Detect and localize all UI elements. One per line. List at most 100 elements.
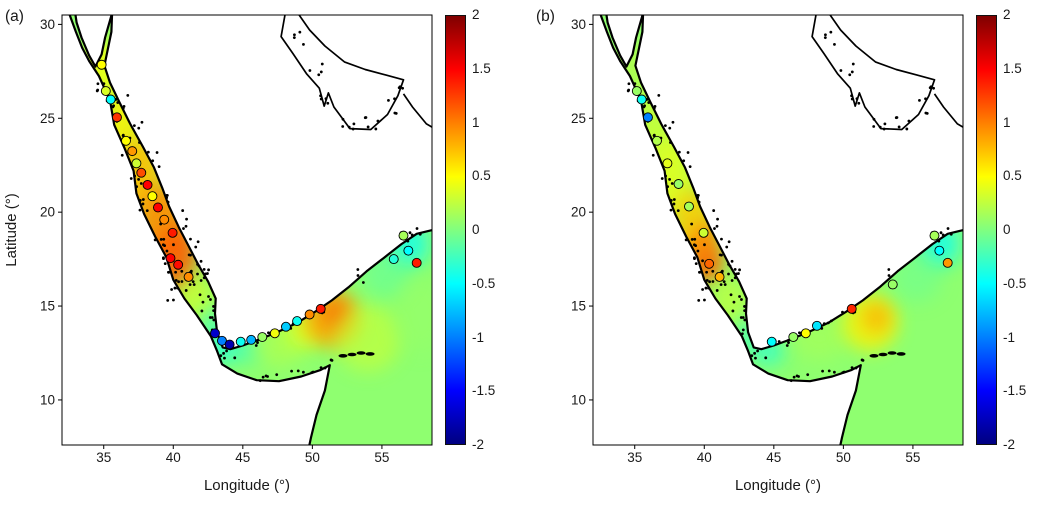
coastal-dot	[320, 62, 324, 66]
coastal-dot	[191, 280, 195, 284]
coastal-dot	[120, 153, 124, 157]
colorbar-tick-label: 0.5	[1003, 168, 1022, 184]
station-marker	[269, 328, 280, 339]
station-marker	[411, 257, 422, 268]
coastal-dot	[750, 354, 754, 358]
station-marker	[934, 245, 945, 256]
x-tick-label: 35	[627, 450, 642, 465]
panel-a: (a) 35 40 45 50 55 10 15 20 25 30 Longitude (°) L…	[3, 7, 496, 494]
station-marker	[811, 320, 822, 331]
colorbar-tick-label: -1.5	[1003, 383, 1027, 399]
island-mark	[896, 352, 906, 356]
coastal-dot	[341, 117, 345, 121]
plot-frame	[592, 14, 964, 446]
coastal-dot	[753, 351, 756, 355]
coastal-dot	[102, 82, 106, 86]
station-marker	[105, 94, 116, 105]
coastal-dot	[212, 305, 215, 308]
coastal-dot	[633, 82, 637, 86]
station-marker	[235, 336, 246, 347]
colorbar-tick-label: -0.5	[472, 275, 496, 291]
coastal-dot	[730, 259, 734, 263]
coastal-dot	[850, 366, 854, 370]
axes-layer-a: 35 40 45 50 55 10 15 20 25 30	[40, 14, 433, 465]
coastal-dot	[323, 366, 327, 370]
x-tick-label: 45	[235, 450, 250, 465]
y-tick-label: 15	[40, 299, 55, 314]
coastal-dot	[733, 276, 737, 280]
x-tick-label: 50	[836, 450, 851, 465]
coastal-dot	[669, 198, 673, 202]
colorbar-tick-label: 2	[1003, 7, 1011, 22]
coastal-dot	[715, 289, 719, 292]
coastal-dot	[720, 237, 723, 241]
coastal-dot	[627, 82, 631, 86]
coastal-dot	[137, 177, 140, 181]
coastal-dot	[185, 217, 188, 221]
coastal-dot	[302, 42, 305, 46]
coastal-dot	[626, 89, 630, 93]
station-marker	[142, 179, 153, 190]
coastal-dot	[292, 36, 296, 40]
coastal-dot	[823, 36, 827, 40]
coastal-dot	[196, 272, 199, 276]
coastal-dot	[166, 299, 170, 302]
coastal-dot	[374, 127, 378, 131]
coastal-dot	[851, 62, 855, 66]
coastal-dot	[189, 269, 193, 273]
y-axis-label-a: Latitude (°)	[3, 193, 20, 267]
coastal-dot	[704, 286, 708, 290]
coastal-dot	[200, 309, 204, 313]
x-axis-label-a: Longitude (°)	[204, 477, 290, 494]
coastal-dot	[741, 316, 745, 319]
station-marker	[127, 146, 138, 157]
coastal-dot	[785, 344, 789, 347]
colorbar-tick-label: 0.5	[472, 168, 491, 184]
coastal-dot	[821, 369, 824, 373]
coastal-dot	[165, 193, 169, 197]
coastal-dot	[140, 120, 144, 124]
sea-field-base	[69, 15, 432, 445]
station-marker	[652, 135, 662, 146]
coastal-dot	[643, 104, 646, 108]
coastal-dot	[352, 122, 356, 126]
coastal-dot	[196, 240, 200, 244]
coastal-dot	[139, 182, 143, 185]
coastal-dot	[907, 119, 911, 123]
coastal-dot	[723, 283, 727, 286]
coastline-north	[605, 15, 963, 351]
coastal-dot	[146, 150, 150, 154]
station-marker	[662, 158, 673, 169]
coastal-dot	[826, 321, 830, 325]
coastal-dot	[720, 269, 724, 273]
coastal-dot	[301, 370, 305, 374]
coastal-dot	[138, 198, 142, 202]
coastal-dot	[727, 240, 731, 244]
colorbar-tick-label: 1.5	[1003, 60, 1022, 76]
coastal-dot	[684, 238, 688, 242]
coastal-dot	[738, 295, 741, 298]
colorbar-tick-label: -1	[1003, 329, 1016, 345]
coastal-dot	[787, 341, 790, 345]
coastal-dot	[223, 356, 226, 360]
coastal-dot	[199, 279, 203, 282]
coastal-dot	[394, 111, 398, 115]
map-layer-b	[599, 15, 963, 445]
coastal-dot	[256, 341, 259, 345]
coastal-dot	[341, 125, 345, 128]
coastal-dot	[361, 281, 365, 284]
station-marker	[173, 259, 184, 270]
station-marker	[673, 179, 684, 189]
coastal-dot	[664, 174, 668, 178]
coastal-dot	[167, 270, 170, 274]
station-marker	[929, 230, 940, 241]
coastal-dot	[939, 231, 943, 235]
field-layer	[80, 39, 432, 372]
coastal-dot	[145, 209, 149, 213]
coastal-dot	[308, 69, 312, 72]
coastal-dot	[162, 237, 166, 241]
coastal-dot	[686, 151, 690, 154]
island-mark	[356, 351, 366, 355]
station-marker	[280, 321, 291, 332]
station-marker	[111, 112, 122, 123]
